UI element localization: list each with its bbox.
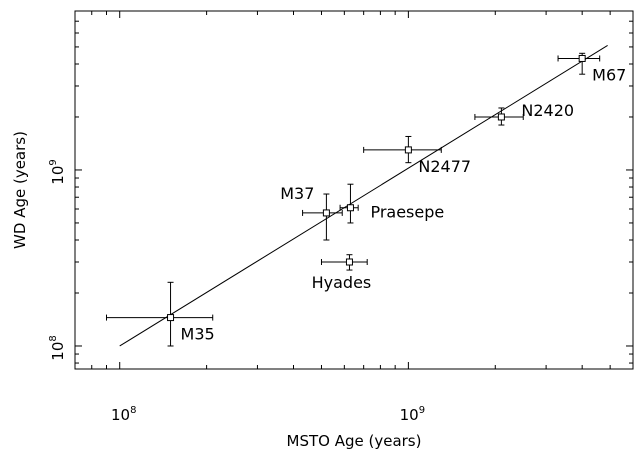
data-point: N2477 (363, 135, 471, 176)
point-marker (404, 146, 412, 154)
point-marker (322, 209, 330, 217)
x-tick-label: 108 (111, 405, 136, 424)
point-label: M67 (592, 65, 626, 84)
data-point: M67 (557, 52, 626, 84)
point-label: Hyades (312, 273, 372, 292)
data-point: N2420 (474, 101, 574, 126)
data-point: Praesepe (339, 183, 444, 224)
point-marker (346, 204, 354, 212)
point-marker (345, 258, 353, 266)
x-axis-label: MSTO Age (years) (287, 432, 422, 450)
point-label: N2420 (521, 101, 574, 120)
plot-frame (74, 10, 634, 370)
axis-ticks: 108 109 108 109 (48, 10, 634, 424)
one-to-one-line (119, 44, 608, 347)
data-points: M35 M37 Praesepe Hyades N2477 N2420 M67 (106, 52, 626, 347)
data-point: M37 (280, 184, 343, 241)
y-tick-label: 109 (48, 159, 67, 184)
point-marker (497, 113, 505, 121)
x-tick-label: 109 (400, 405, 425, 424)
point-label: N2477 (418, 157, 471, 176)
y-axis-label: WD Age (years) (11, 131, 29, 249)
point-marker (578, 54, 586, 62)
y-tick-label: 108 (48, 335, 67, 360)
data-point: M35 (106, 281, 215, 347)
data-point: Hyades (312, 254, 372, 292)
point-label: M35 (181, 325, 215, 344)
point-marker (167, 314, 175, 322)
point-label: Praesepe (370, 203, 444, 222)
point-label: M37 (280, 184, 314, 203)
